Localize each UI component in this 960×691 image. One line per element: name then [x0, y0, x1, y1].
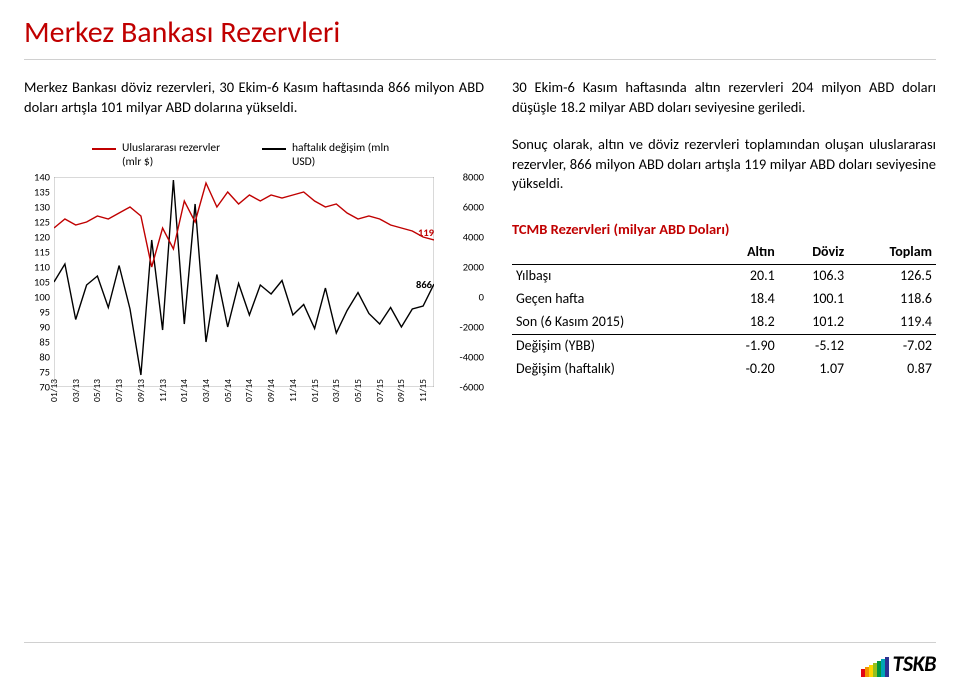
table-row: Son (6 Kasım 2015)18.2101.2119.4	[512, 311, 936, 334]
table-body: Yılbaşı20.1106.3126.5Geçen hafta18.4100.…	[512, 265, 936, 381]
footer-divider	[24, 642, 936, 643]
ytick-right: 4000	[463, 231, 484, 244]
table-col-header: Döviz	[779, 241, 848, 264]
ytick-left: 140	[24, 171, 50, 184]
table-row: Geçen hafta18.4100.1118.6	[512, 288, 936, 311]
ytick-left: 135	[24, 186, 50, 199]
table-cell: -1.90	[714, 334, 779, 357]
table-row: Değişim (YBB)-1.90-5.12-7.02	[512, 334, 936, 357]
table-title: TCMB Rezervleri (milyar ABD Doları)	[512, 220, 936, 240]
ytick-left: 95	[24, 306, 50, 319]
ytick-right: 6000	[463, 201, 484, 214]
ytick-left: 110	[24, 261, 50, 274]
chart-plot	[54, 177, 434, 387]
ytick-left: 70	[24, 381, 50, 394]
ytick-right: 2000	[463, 261, 484, 274]
ytick-right: -6000	[459, 381, 484, 394]
table-cell: 18.2	[714, 311, 779, 334]
table-cell: Son (6 Kasım 2015)	[512, 311, 714, 334]
end-label-right: 866	[416, 278, 432, 291]
table-col-header: Altın	[714, 241, 779, 264]
table-cell: Değişim (YBB)	[512, 334, 714, 357]
table-cell: 0.87	[848, 358, 936, 381]
table-row: Yılbaşı20.1106.3126.5	[512, 265, 936, 288]
table-cell: -5.12	[779, 334, 848, 357]
ytick-left: 115	[24, 246, 50, 259]
ytick-right: 0	[479, 291, 484, 304]
content-row: Merkez Bankası döviz rezervleri, 30 Ekim…	[0, 60, 960, 437]
page-title: Merkez Bankası Rezervleri	[0, 0, 960, 51]
ytick-left: 75	[24, 366, 50, 379]
legend-label-left: Uluslararası rezervler (mlr $)	[122, 141, 232, 169]
logo-text: TSKB	[893, 650, 937, 677]
ytick-right: 8000	[463, 171, 484, 184]
ytick-left: 130	[24, 201, 50, 214]
table-cell: -7.02	[848, 334, 936, 357]
ytick-right: -2000	[459, 321, 484, 334]
reserves-chart: Uluslararası rezervler (mlr $) haftalık …	[24, 137, 484, 437]
ytick-left: 100	[24, 291, 50, 304]
reserves-table: AltınDövizToplam Yılbaşı20.1106.3126.5Ge…	[512, 241, 936, 380]
table-row: Değişim (haftalık)-0.201.070.87	[512, 358, 936, 381]
legend-item-right: haftalık değişim (mln USD)	[262, 141, 402, 169]
table-cell: Geçen hafta	[512, 288, 714, 311]
table-cell: 100.1	[779, 288, 848, 311]
legend-swatch-left	[92, 148, 116, 150]
logo-bar	[885, 657, 889, 677]
tskb-logo: TSKB	[861, 650, 937, 677]
ytick-left: 120	[24, 231, 50, 244]
intro-paragraph: Merkez Bankası döviz rezervleri, 30 Ekim…	[24, 78, 484, 117]
right-column: 30 Ekim-6 Kasım haftasında altın rezervl…	[512, 78, 936, 437]
table-cell: 119.4	[848, 311, 936, 334]
ytick-left: 105	[24, 276, 50, 289]
para-2: Sonuç olarak, altın ve döviz rezervleri …	[512, 135, 936, 194]
table-cell: 1.07	[779, 358, 848, 381]
ytick-left: 90	[24, 321, 50, 334]
table-cell: Yılbaşı	[512, 265, 714, 288]
chart-legend: Uluslararası rezervler (mlr $) haftalık …	[92, 141, 402, 169]
table-cell: 18.4	[714, 288, 779, 311]
left-column: Merkez Bankası döviz rezervleri, 30 Ekim…	[24, 78, 484, 437]
table-col-header	[512, 241, 714, 264]
ytick-left: 80	[24, 351, 50, 364]
logo-stripe	[861, 657, 889, 677]
ytick-left: 125	[24, 216, 50, 229]
ytick-left: 85	[24, 336, 50, 349]
table-col-header: Toplam	[848, 241, 936, 264]
legend-swatch-right	[262, 148, 286, 150]
table-cell: -0.20	[714, 358, 779, 381]
table-cell: 126.5	[848, 265, 936, 288]
table-cell: 118.6	[848, 288, 936, 311]
end-label-left: 119	[418, 226, 434, 239]
ytick-right: -4000	[459, 351, 484, 364]
table-cell: 106.3	[779, 265, 848, 288]
table-cell: 20.1	[714, 265, 779, 288]
legend-item-left: Uluslararası rezervler (mlr $)	[92, 141, 232, 169]
legend-label-right: haftalık değişim (mln USD)	[292, 141, 402, 169]
para-1: 30 Ekim-6 Kasım haftasında altın rezervl…	[512, 78, 936, 117]
table-cell: 101.2	[779, 311, 848, 334]
table-header-row: AltınDövizToplam	[512, 241, 936, 264]
table-cell: Değişim (haftalık)	[512, 358, 714, 381]
